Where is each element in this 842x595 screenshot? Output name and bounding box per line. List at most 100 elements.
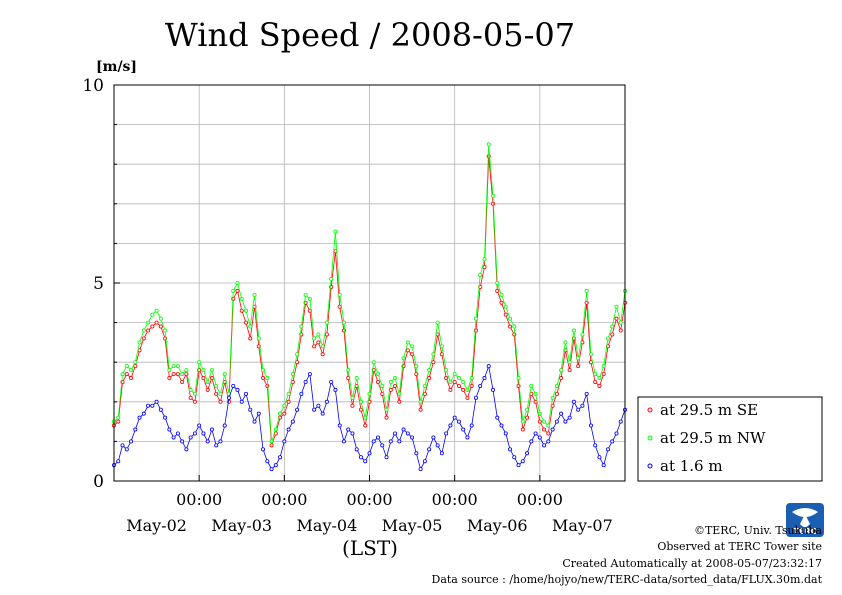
data-point	[448, 387, 453, 392]
data-point	[567, 360, 572, 365]
data-point	[333, 387, 338, 392]
logo-drop-icon	[800, 514, 810, 527]
data-point	[188, 387, 193, 392]
data-point	[597, 455, 602, 460]
data-point	[363, 459, 368, 464]
data-point	[303, 292, 308, 297]
data-point	[222, 372, 227, 377]
data-point	[431, 352, 436, 357]
x-day-label: May-04	[297, 516, 358, 535]
data-point	[478, 273, 483, 278]
data-point	[482, 265, 487, 270]
data-point	[231, 383, 236, 388]
data-point	[576, 364, 581, 369]
legend-marker	[647, 435, 653, 441]
grid	[114, 85, 625, 481]
data-point	[214, 443, 219, 448]
data-point	[150, 312, 155, 317]
data-point	[141, 336, 146, 341]
logo-text: TERC	[794, 527, 817, 536]
data-point	[175, 372, 180, 377]
data-point	[525, 451, 530, 456]
data-point	[614, 431, 619, 436]
data-point	[358, 399, 363, 404]
data-point	[299, 391, 304, 396]
data-point	[120, 372, 125, 377]
data-point	[324, 320, 329, 325]
data-point	[346, 368, 351, 373]
data-point	[584, 288, 589, 293]
data-point	[214, 383, 219, 388]
data-point	[473, 316, 478, 321]
data-point	[201, 376, 206, 381]
data-point	[201, 431, 206, 436]
data-point	[129, 368, 134, 373]
data-point	[205, 387, 210, 392]
data-point	[452, 379, 457, 384]
data-point	[397, 391, 402, 396]
data-point	[563, 340, 568, 345]
data-point	[393, 431, 398, 436]
data-point	[537, 435, 542, 440]
data-point	[461, 427, 466, 432]
data-point	[520, 419, 525, 424]
data-point	[427, 447, 432, 452]
data-point	[180, 372, 185, 377]
chart-title: Wind Speed / 2008-05-07	[165, 16, 575, 54]
data-point	[452, 415, 457, 420]
data-point	[605, 336, 610, 341]
x-tick-time-label: 00:00	[517, 490, 563, 509]
data-point	[580, 332, 585, 337]
y-axis-label: [m/s]	[96, 59, 137, 75]
data-point	[307, 296, 312, 301]
data-point	[116, 419, 121, 424]
data-point	[490, 193, 495, 198]
data-point	[614, 304, 619, 309]
x-day-label: May-05	[382, 516, 443, 535]
data-point	[133, 360, 138, 365]
data-point	[120, 443, 125, 448]
data-point	[546, 431, 551, 436]
data-point	[124, 372, 129, 377]
data-point	[473, 395, 478, 400]
data-point	[244, 391, 249, 396]
data-point	[512, 324, 517, 329]
data-point	[278, 411, 283, 416]
data-point	[414, 451, 419, 456]
data-point	[503, 312, 508, 317]
data-point	[554, 391, 559, 396]
data-point	[252, 292, 257, 297]
x-tick-time-label: 00:00	[432, 490, 478, 509]
data-point	[559, 376, 564, 381]
data-point	[141, 411, 146, 416]
data-point	[503, 431, 508, 436]
logo-wave-icon	[792, 508, 818, 517]
x-tick-time-label: 00:00	[261, 490, 307, 509]
data-point	[333, 229, 338, 234]
data-point	[405, 431, 410, 436]
data-point	[576, 356, 581, 361]
data-point	[508, 324, 513, 329]
data-point	[431, 360, 436, 365]
x-axis-label: (LST)	[342, 536, 398, 560]
data-point	[116, 459, 121, 464]
data-point	[401, 356, 406, 361]
data-point	[537, 411, 542, 416]
y-tick-label: 10	[82, 76, 104, 96]
data-point	[363, 415, 368, 420]
data-point	[146, 403, 151, 408]
data-point	[324, 399, 329, 404]
data-point	[546, 439, 551, 444]
data-point	[265, 383, 270, 388]
data-point	[175, 364, 180, 369]
data-point	[337, 304, 342, 309]
data-point	[235, 288, 240, 293]
data-point	[222, 423, 227, 428]
data-point	[546, 423, 551, 428]
data-point	[350, 395, 355, 400]
data-point	[192, 399, 197, 404]
data-point	[197, 360, 202, 365]
data-point	[273, 463, 278, 468]
data-point	[588, 423, 593, 428]
